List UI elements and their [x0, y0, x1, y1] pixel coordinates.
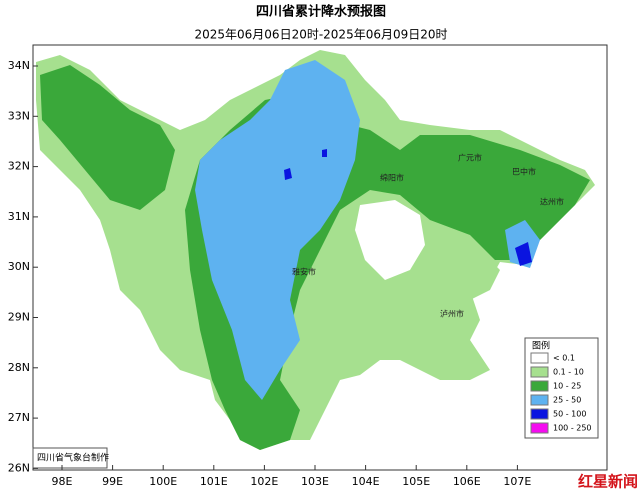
city-label: 达州市: [540, 197, 564, 207]
lat-tick-label: 31N: [8, 210, 30, 223]
lat-tick-label: 26N: [8, 461, 30, 474]
city-label: 雅安市: [292, 267, 316, 277]
rain-zone: [355, 200, 425, 280]
legend-title: 图例: [532, 340, 550, 352]
lon-tick-label: 103E: [301, 475, 329, 488]
lon-tick-label: 104E: [352, 475, 380, 488]
city-label: 绵阳市: [380, 173, 404, 183]
lat-tick-label: 27N: [8, 411, 30, 424]
lat-tick-label: 30N: [8, 260, 30, 273]
legend-label: 25 - 50: [553, 396, 581, 405]
legend-swatch: [530, 366, 549, 378]
lat-tick-label: 29N: [8, 311, 30, 324]
lon-tick-label: 106E: [453, 475, 481, 488]
legend-swatch: [530, 352, 549, 364]
city-label: 泸州市: [440, 309, 464, 319]
legend-swatch: [530, 394, 549, 406]
lon-tick-label: 105E: [402, 475, 430, 488]
credit: 四川省气象台制作: [37, 452, 109, 464]
legend-label: 100 - 250: [553, 424, 592, 433]
lon-tick-label: 100E: [149, 475, 177, 488]
legend-label: 10 - 25: [553, 382, 581, 391]
rain-zone: [40, 65, 175, 210]
legend-label: 0.1 - 10: [553, 368, 584, 377]
rain-zone: [515, 242, 532, 266]
rain-zone: [284, 168, 292, 180]
rain-zone: [440, 240, 500, 300]
legend-label: < 0.1: [553, 354, 575, 363]
lat-tick-label: 33N: [8, 109, 30, 122]
legend-swatch: [530, 380, 549, 392]
lon-tick-label: 101E: [200, 475, 228, 488]
city-label: 巴中市: [512, 167, 536, 177]
rain-zone: [322, 149, 327, 157]
lon-tick-label: 102E: [250, 475, 278, 488]
city-label: 广元市: [458, 153, 482, 163]
legend-swatch: [530, 422, 549, 434]
lon-tick-label: 107E: [503, 475, 531, 488]
lon-tick-label: 99E: [102, 475, 123, 488]
lat-tick-label: 28N: [8, 361, 30, 374]
rain-zone: [195, 60, 360, 400]
lat-tick-label: 32N: [8, 160, 30, 173]
credit-box: [32, 447, 108, 469]
lat-tick-label: 34N: [8, 59, 30, 72]
legend-swatch: [530, 408, 549, 420]
legend-label: 50 - 100: [553, 410, 586, 419]
watermark: 红星新闻: [578, 473, 638, 491]
rain-zone: [505, 220, 540, 268]
title: 四川省累计降水预报图: [256, 4, 386, 20]
subtitle: 2025年06月06日20时-2025年06月09日20时: [194, 28, 447, 42]
lon-tick-label: 98E: [52, 475, 73, 488]
